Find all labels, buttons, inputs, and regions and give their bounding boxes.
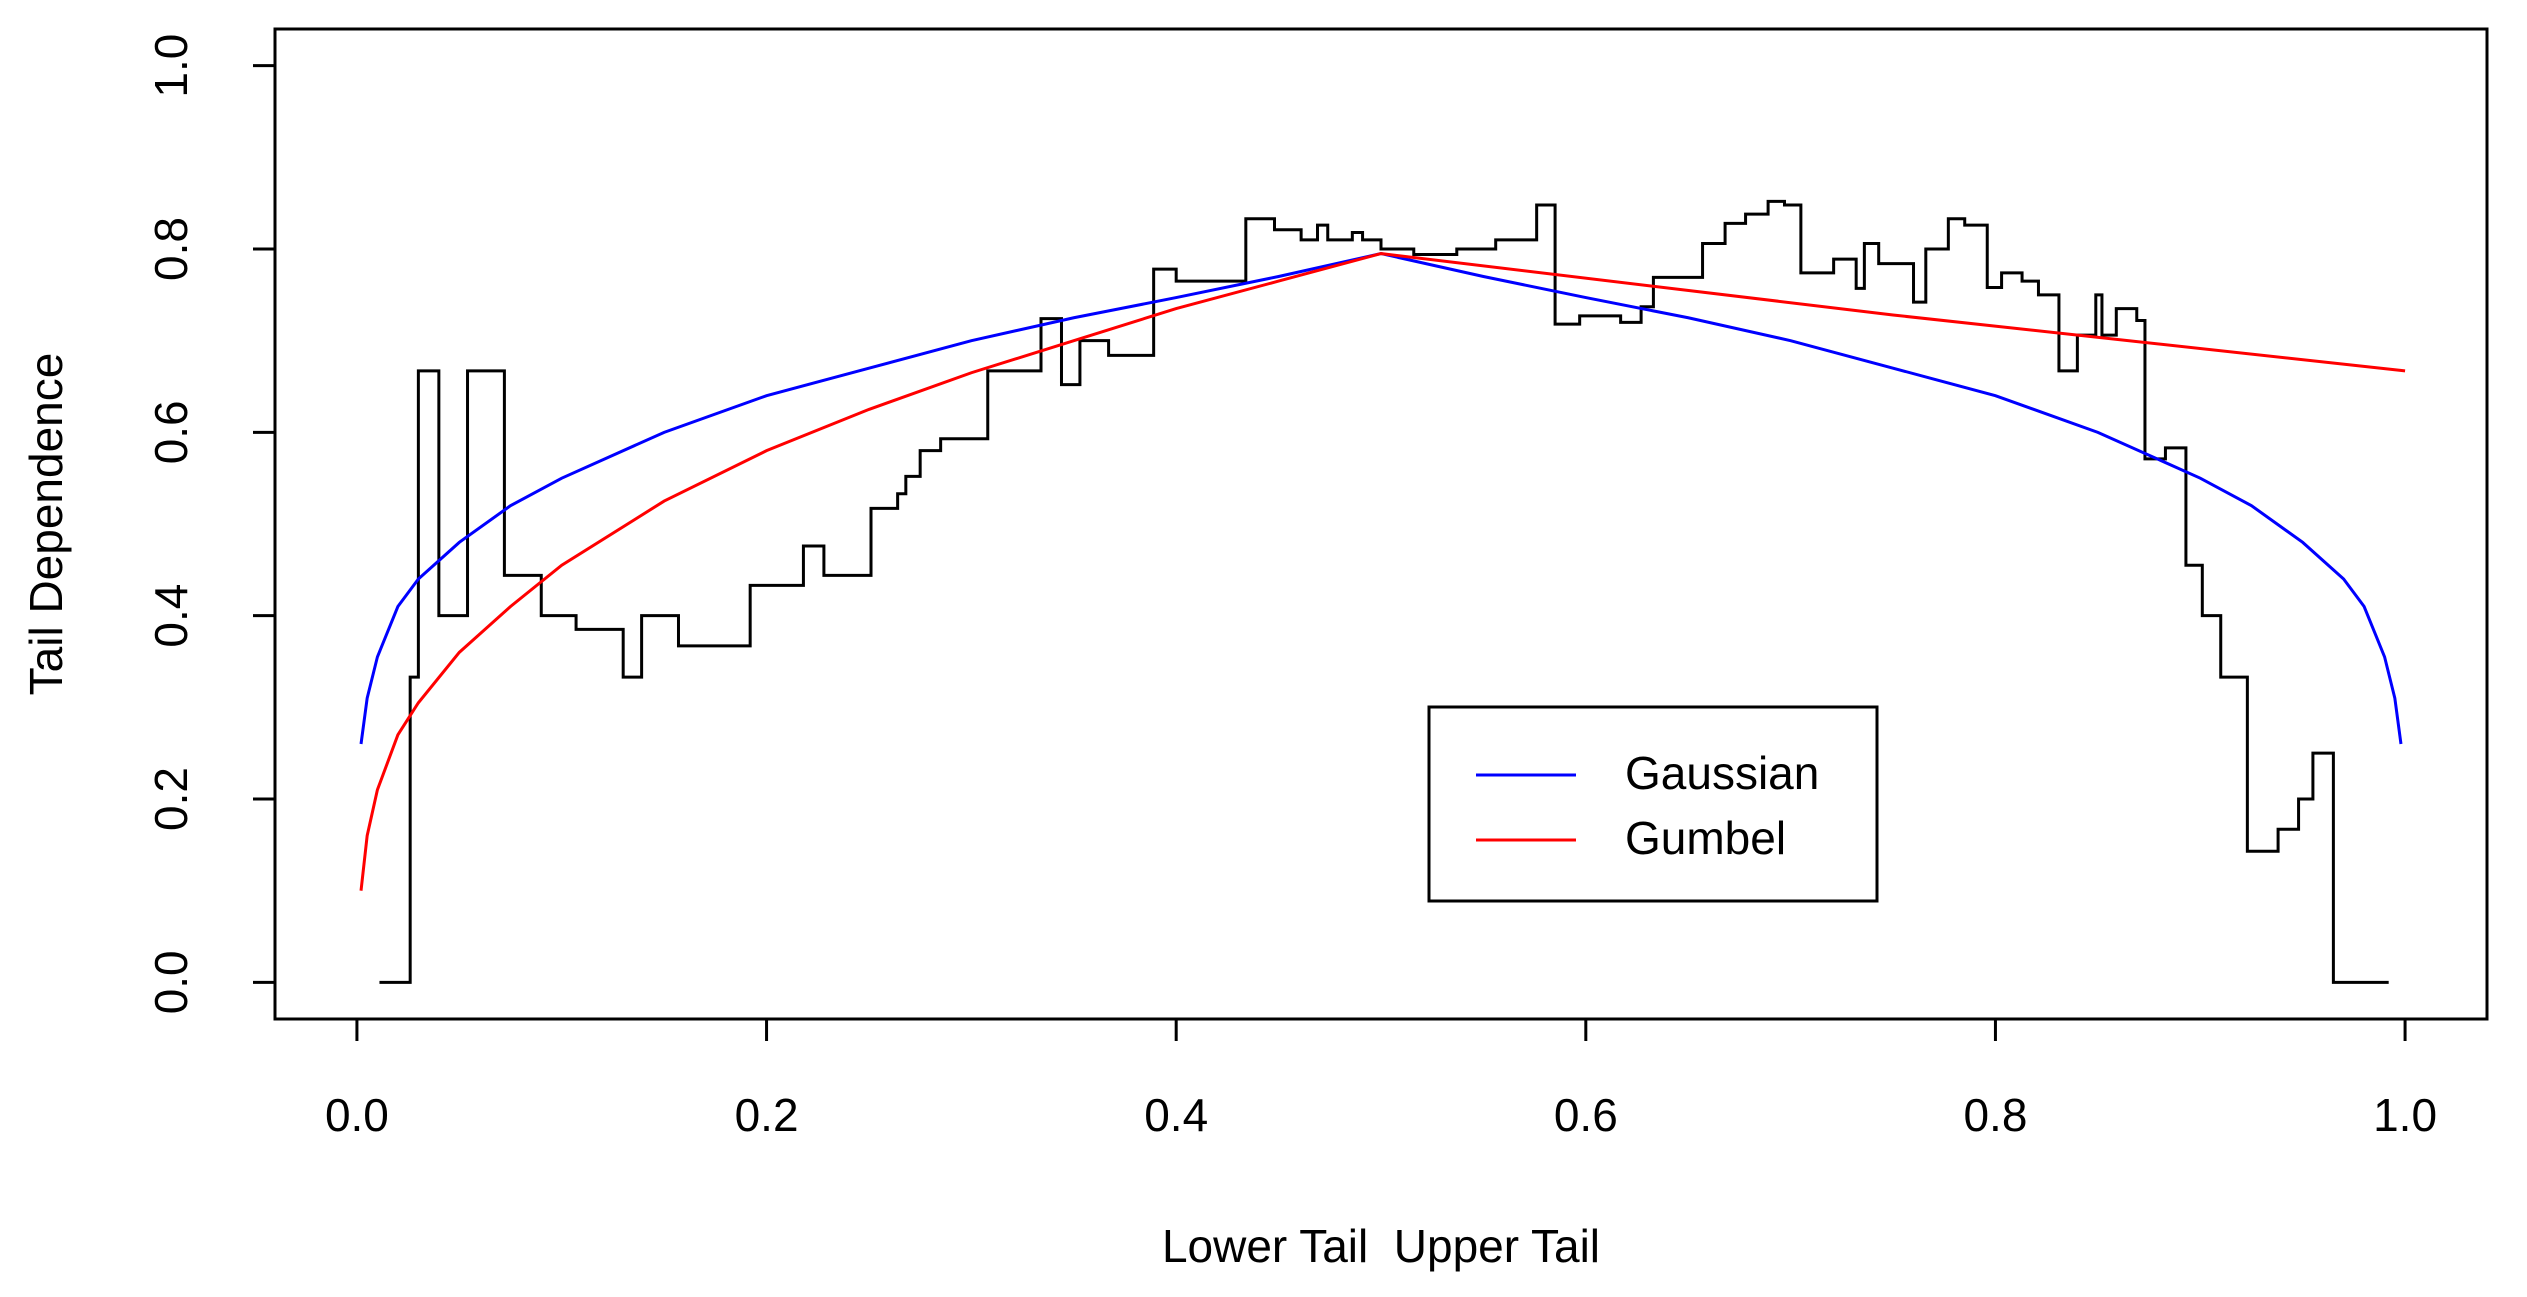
x-tick-label: 0.0 (325, 1089, 389, 1141)
legend-label: Gaussian (1625, 747, 1819, 799)
x-axis-label: Lower Tail Upper Tail (1162, 1220, 1600, 1272)
x-tick-label: 0.2 (735, 1089, 799, 1141)
y-tick-label: 0.6 (145, 400, 197, 464)
y-tick-label: 1.0 (145, 34, 197, 98)
x-tick-label: 0.8 (1963, 1089, 2027, 1141)
series-line (359, 252, 2406, 891)
legend-label: Gumbel (1625, 812, 1786, 864)
x-tick-label: 0.6 (1554, 1089, 1618, 1141)
y-tick-label: 0.2 (145, 767, 197, 831)
y-axis-label: Tail Dependence (20, 353, 72, 696)
y-tick-label: 0.8 (145, 217, 197, 281)
y-tick-label: 0.4 (145, 584, 197, 648)
series-line (379, 199, 2389, 984)
legend-box (1427, 705, 1879, 903)
y-tick-label: 0.0 (145, 950, 197, 1014)
plot-frame (273, 27, 2489, 1021)
x-tick-label: 0.4 (1144, 1089, 1208, 1141)
x-tick-label: 1.0 (2373, 1089, 2437, 1141)
